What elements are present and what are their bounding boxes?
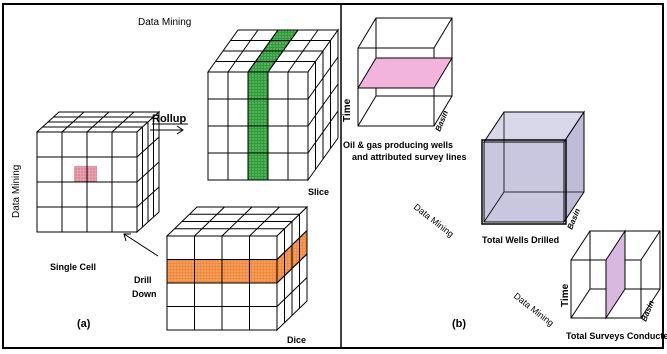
cube1-label-line2: and attributed survey lines	[352, 152, 467, 162]
watermark-side: Data Mining	[11, 165, 22, 218]
highlighted-cell	[74, 166, 97, 182]
cube-surveys	[570, 229, 661, 320]
cube1-label-line1: Oil & gas producing wells	[343, 140, 453, 150]
label-down: Down	[132, 289, 157, 299]
basin-plane	[605, 229, 626, 320]
caption-a: (a)	[77, 318, 91, 330]
watermark-top: Data Mining	[138, 17, 191, 28]
cube-oil-gas	[357, 17, 453, 127]
time-plane	[357, 57, 453, 89]
dice-cube	[165, 205, 309, 332]
single-cell-cube	[35, 110, 161, 234]
caption-b: (b)	[452, 318, 466, 330]
cube3-label: Total Surveys Conducted	[566, 331, 667, 341]
label-rollup: Rollup	[152, 113, 186, 125]
label-dice: Dice	[287, 335, 306, 345]
label-slice: Slice	[308, 187, 329, 197]
cube3-axis-time: Time	[560, 283, 571, 307]
cube1-axis-time: Time	[342, 98, 353, 122]
rollup-arrow	[150, 125, 184, 135]
cube2-label: Total Wells Drilled	[482, 235, 559, 245]
drill-down-arrow	[123, 233, 159, 257]
label-single-cell: Single Cell	[50, 262, 96, 272]
slice-cube	[207, 28, 339, 182]
label-drill: Drill	[134, 275, 152, 285]
cube-wells-drilled	[481, 110, 585, 225]
